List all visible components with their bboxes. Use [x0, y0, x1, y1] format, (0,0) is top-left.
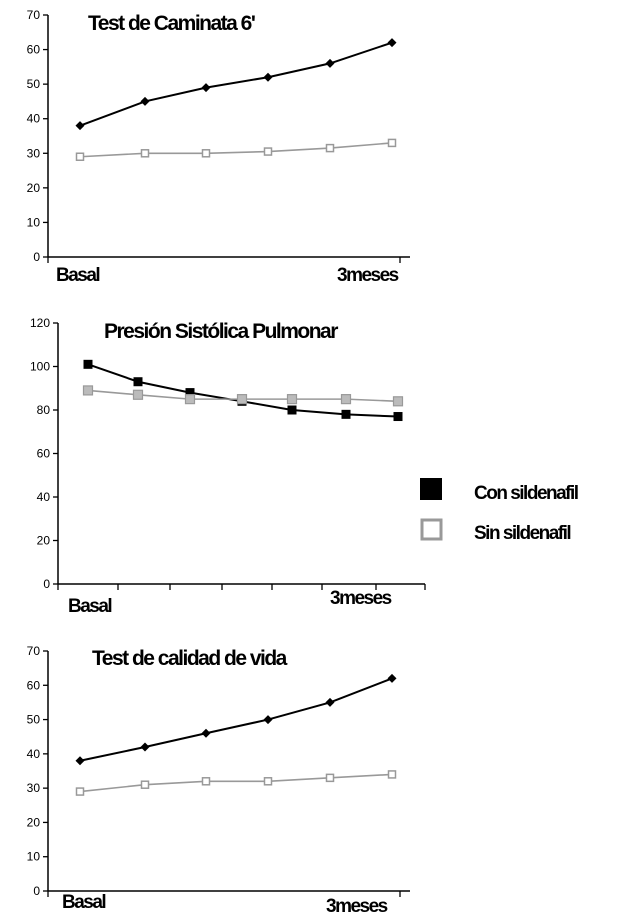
data-point	[263, 715, 273, 725]
data-point	[341, 409, 351, 419]
data-point	[75, 756, 85, 766]
data-point	[201, 728, 211, 738]
series-line-con	[79, 41, 393, 127]
data-point	[184, 394, 196, 405]
data-point	[263, 147, 273, 156]
y-tick-label: 40	[37, 490, 51, 504]
data-point	[392, 396, 404, 407]
y-tick-label: 40	[27, 747, 41, 761]
y-tick-label: 80	[37, 403, 51, 417]
y-tick-label: 20	[27, 181, 41, 195]
data-point	[263, 777, 273, 786]
series-line-sin	[79, 142, 393, 158]
data-point	[387, 770, 397, 779]
chart-title: Test de calidad de vida	[92, 647, 288, 670]
data-point	[140, 96, 150, 106]
y-tick-label: 30	[27, 146, 41, 160]
data-point	[236, 394, 248, 405]
chart-1: 0 10 20 30 40 50 60 70 Test de Caminata 6' Basal 3…	[27, 8, 410, 286]
data-point	[201, 83, 211, 93]
y-tick-label: 40	[27, 112, 41, 126]
data-point	[140, 780, 150, 789]
y-tick-label: 50	[27, 77, 41, 91]
data-point	[325, 773, 335, 783]
y-tick-label: 60	[27, 43, 41, 57]
y-tick-label: 70	[27, 644, 41, 658]
y-tick-label: 10	[27, 215, 41, 229]
y-tick-label: 10	[27, 850, 41, 864]
chart-title: Presión Sistólica Pulmonar	[104, 320, 338, 343]
x-category-label: Basal	[62, 892, 105, 913]
y-tick-label: 70	[27, 8, 41, 22]
series-line-sin	[79, 773, 393, 793]
y-tick-label: 100	[30, 360, 50, 374]
legend-swatch-sin	[420, 518, 443, 541]
data-point	[325, 143, 335, 153]
y-tick-label: 0	[33, 250, 40, 264]
data-point	[133, 377, 143, 387]
data-point	[387, 138, 397, 148]
legend-swatch-con	[420, 478, 442, 500]
y-tick-label: 120	[30, 316, 50, 330]
chart-title: Test de Caminata 6'	[88, 12, 255, 35]
series-line-con	[79, 677, 393, 762]
legend-label: Con sildenafil	[474, 483, 578, 504]
data-point	[75, 152, 85, 161]
x-category-label: 3meses	[326, 896, 388, 915]
y-tick-label: 30	[27, 781, 41, 795]
y-tick-label: 20	[27, 815, 41, 829]
data-point	[201, 777, 211, 786]
data-point	[185, 388, 195, 398]
data-point	[263, 72, 273, 82]
data-point	[75, 121, 85, 131]
data-point	[201, 149, 211, 158]
data-point	[340, 394, 352, 405]
y-tick-label: 0	[43, 577, 50, 591]
data-point	[75, 787, 85, 796]
data-point	[387, 38, 397, 48]
data-point	[83, 359, 93, 369]
y-tick-label: 60	[37, 447, 51, 461]
y-tick-label: 50	[27, 713, 41, 727]
legend: Con sildenafil Sin sildenafil	[420, 478, 579, 544]
x-category-label: Basal	[56, 265, 99, 286]
legend-label: Sin sildenafil	[474, 523, 570, 544]
x-category-label: 3meses	[330, 588, 392, 609]
y-tick-label: 20	[37, 534, 51, 548]
x-category-label: 3meses	[337, 265, 399, 286]
chart-3: 0 10 20 30 40 50 60 70 Test de calidad de vida Ba…	[27, 644, 410, 915]
data-point	[140, 149, 150, 158]
x-category-label: Basal	[68, 596, 111, 617]
data-point	[82, 385, 94, 396]
data-point	[132, 389, 144, 400]
data-point	[325, 697, 335, 707]
data-point	[140, 742, 150, 752]
data-point	[387, 673, 397, 683]
y-tick-label: 60	[27, 678, 41, 692]
data-point	[287, 405, 297, 415]
y-tick-label: 0	[33, 884, 40, 898]
data-point	[393, 412, 403, 422]
chart-2: 0 20 40 60 80 100 120 Presión Sistólica Pulmona…	[30, 316, 426, 617]
data-point	[286, 394, 298, 405]
data-point	[325, 58, 335, 68]
